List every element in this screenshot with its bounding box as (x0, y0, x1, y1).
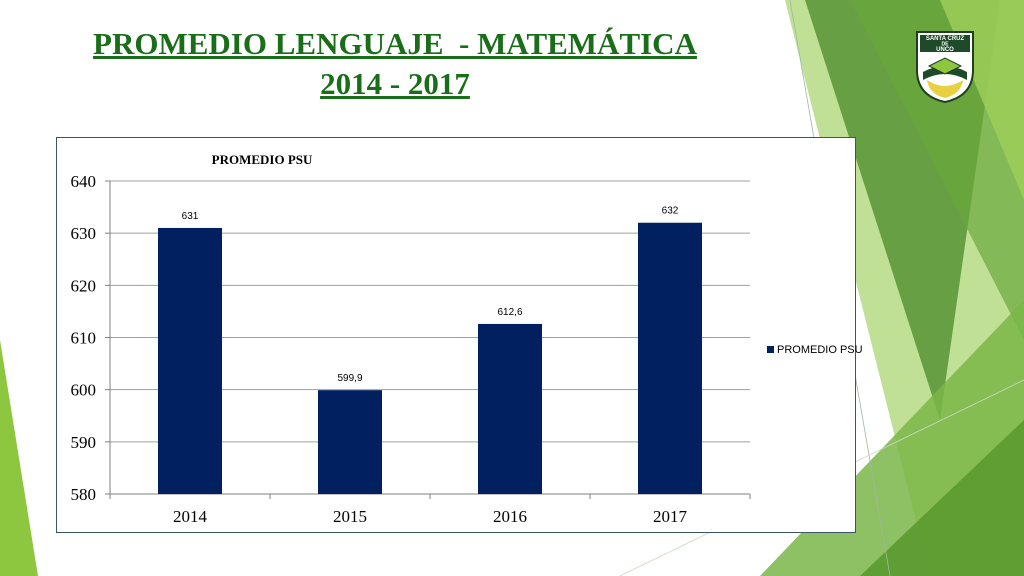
logo-text-line2: DE (942, 42, 950, 48)
slide-title: PROMEDIO LENGUAJE - MATEMÁTICA 2014 - 20… (40, 24, 750, 104)
legend-label: PROMEDIO PSU (777, 344, 863, 356)
y-axis-ticks: 580 590 600 610 620 630 640 (71, 172, 97, 504)
y-tick-label: 590 (71, 433, 97, 452)
slide-title-line2: 2014 - 2017 (320, 66, 470, 101)
bar (158, 227, 222, 494)
chart-title: PROMEDIO PSU (212, 152, 313, 167)
logo-text-line3: UNCO (936, 47, 954, 53)
data-label: 632 (662, 206, 679, 217)
data-labels: 631 599,9 612,6 632 (182, 206, 679, 384)
data-label: 612,6 (497, 307, 522, 318)
y-tick-label: 620 (71, 276, 97, 295)
bar (478, 323, 542, 494)
x-tick-label: 2016 (493, 507, 527, 526)
data-label: 599,9 (337, 373, 362, 384)
x-tick-label: 2014 (173, 507, 208, 526)
school-crest-icon: SANTA CRUZ DE UNCO (916, 31, 974, 104)
y-tick-label: 610 (71, 329, 97, 348)
x-axis-ticks: 2014 2015 2016 2017 (173, 507, 688, 526)
legend-swatch (767, 346, 774, 353)
logo-text-line1: SANTA CRUZ (926, 36, 965, 42)
x-tick-label: 2017 (653, 507, 688, 526)
bar (318, 390, 382, 494)
y-tick-label: 630 (71, 224, 97, 243)
bar (638, 222, 702, 494)
x-tick-label: 2015 (333, 507, 367, 526)
legend: PROMEDIO PSU (767, 344, 863, 356)
y-tick-label: 580 (71, 485, 97, 504)
y-tick-label: 600 (71, 381, 97, 400)
data-label: 631 (182, 211, 199, 222)
bars (158, 222, 702, 494)
slide-title-line1: PROMEDIO LENGUAJE - MATEMÁTICA (93, 26, 697, 61)
y-tick-label: 640 (71, 172, 97, 191)
